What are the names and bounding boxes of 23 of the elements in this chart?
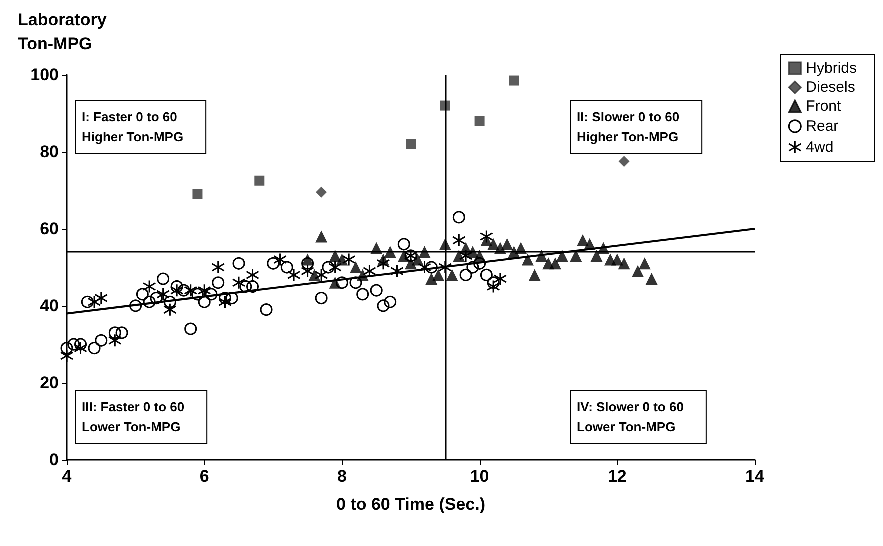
legend-label: Hybrids [806,60,858,77]
x-tick-label: 10 [470,467,490,486]
y-tick-label: 100 [30,66,59,84]
annotation: II: Slower 0 to 60 Higher Ton-MPG [577,110,680,144]
x-tick-label: 8 [337,467,347,486]
x-tick-label: 6 [200,467,210,486]
annotation: IV: Slower 0 to 60 Lower Ton-MPG [577,400,684,434]
x-axis-title: 0 to 60 Time (Sec.) [336,495,486,514]
x-tick-label: 14 [746,467,765,486]
legend-label: 4wd [806,139,834,156]
y-tick-label: 0 [50,450,59,470]
y-tick-label: 60 [40,220,59,238]
y-tick-label: 40 [40,296,59,316]
y-tick-label: 20 [40,374,59,392]
annotation: I: Faster 0 to 60 Higher Ton-MPG [82,110,184,144]
legend-label: Front [806,98,842,115]
y-tick-label: 80 [40,142,59,162]
annotation: III: Faster 0 to 60 Lower Ton-MPG [82,400,185,434]
x-tick-label: 4 [62,467,72,486]
x-tick-label: 12 [608,467,627,486]
y-axis-title: Laboratory Ton-MPG [18,10,108,54]
legend-label: Rear [806,118,839,135]
legend-label: Diesels [806,79,856,96]
